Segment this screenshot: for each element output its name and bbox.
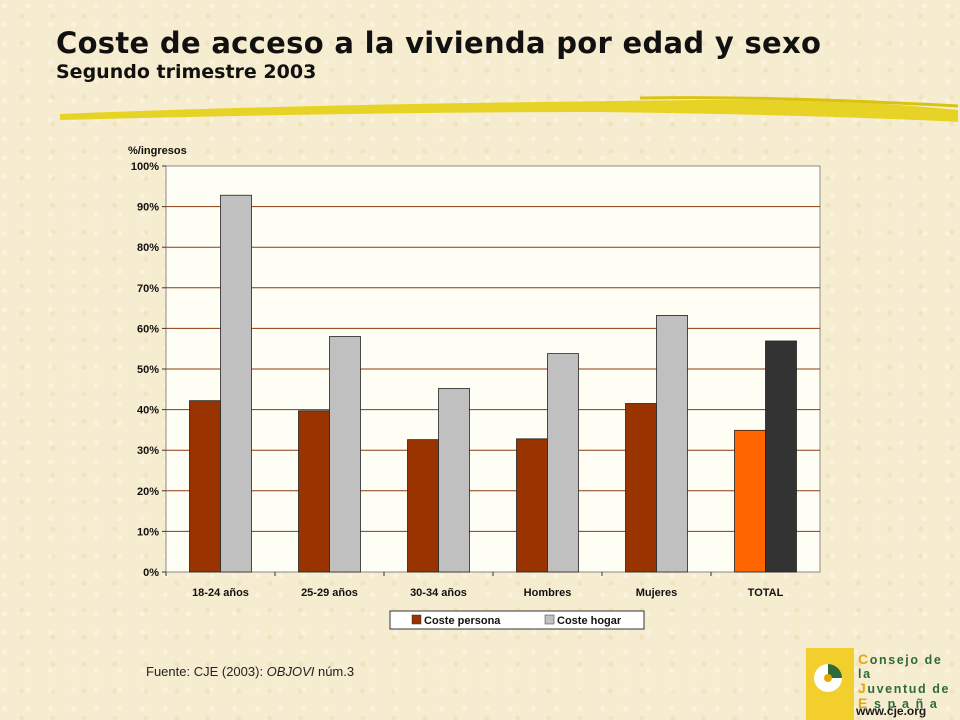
- bar-coste-hogar: [329, 336, 361, 573]
- x-tick-label: 30-34 años: [410, 587, 467, 599]
- bar-coste-persona: [298, 410, 330, 573]
- legend-label-coste-persona: Coste persona: [424, 615, 501, 627]
- y-tick-label: 90%: [137, 202, 159, 214]
- cje-emblem-icon: [806, 648, 854, 720]
- page-title: Coste de acceso a la vivienda por edad y…: [56, 26, 822, 60]
- y-tick-label: 50%: [137, 364, 159, 376]
- legend-swatch-coste-hogar: [544, 614, 555, 625]
- bar-coste-persona: [189, 400, 221, 573]
- bar-coste-persona: [407, 439, 439, 573]
- y-tick-label: 20%: [137, 486, 159, 498]
- legend-label-coste-hogar: Coste hogar: [557, 615, 622, 627]
- x-tick-label: Hombres: [524, 587, 572, 599]
- cje-logo: Consejo de la Juventud de E s p a ñ a ww…: [806, 648, 960, 720]
- bar-coste-hogar: [547, 353, 579, 573]
- y-tick-label: 10%: [137, 526, 159, 538]
- bar-coste-persona: [625, 403, 657, 573]
- y-tick-label: 70%: [137, 283, 159, 295]
- y-axis-label: %/ingresos: [128, 145, 187, 157]
- page-subtitle: Segundo trimestre 2003: [56, 61, 317, 83]
- y-tick-label: 30%: [137, 445, 159, 457]
- title-block: Coste de acceso a la vivienda por edad y…: [56, 26, 821, 84]
- bar-coste-hogar: [656, 315, 688, 573]
- x-tick-label: 25-29 años: [301, 587, 358, 599]
- x-tick-label: Mujeres: [636, 587, 678, 599]
- y-tick-label: 40%: [137, 405, 159, 417]
- bar-coste-persona: [734, 429, 766, 573]
- y-tick-label: 80%: [137, 242, 159, 254]
- y-tick-label: 60%: [137, 323, 159, 335]
- legend-box: [389, 610, 645, 630]
- source-italic: OBJOVI: [266, 664, 315, 679]
- x-tick-label: 18-24 años: [192, 587, 249, 599]
- source-suffix: núm.3: [314, 664, 355, 679]
- y-tick-label: 0%: [143, 567, 159, 579]
- logo-url: www.cje.org: [856, 704, 927, 718]
- bar-coste-hogar: [438, 388, 470, 573]
- bar-coste-persona: [516, 438, 548, 573]
- legend: Coste persona Coste hogar: [389, 610, 645, 630]
- logo-wordmark: Consejo de la Juventud de E s p a ñ a: [858, 651, 951, 711]
- source-prefix: Fuente: CJE (2003):: [146, 664, 267, 679]
- bar-coste-hogar: [765, 340, 797, 573]
- source-note: Fuente: CJE (2003): OBJOVI núm.3: [146, 664, 354, 679]
- legend-swatch-coste-persona: [411, 614, 422, 625]
- y-tick-label: 100%: [131, 161, 159, 173]
- x-tick-label: TOTAL: [748, 587, 784, 599]
- bar-coste-hogar: [220, 194, 252, 573]
- yellow-brush-stroke: [60, 96, 959, 122]
